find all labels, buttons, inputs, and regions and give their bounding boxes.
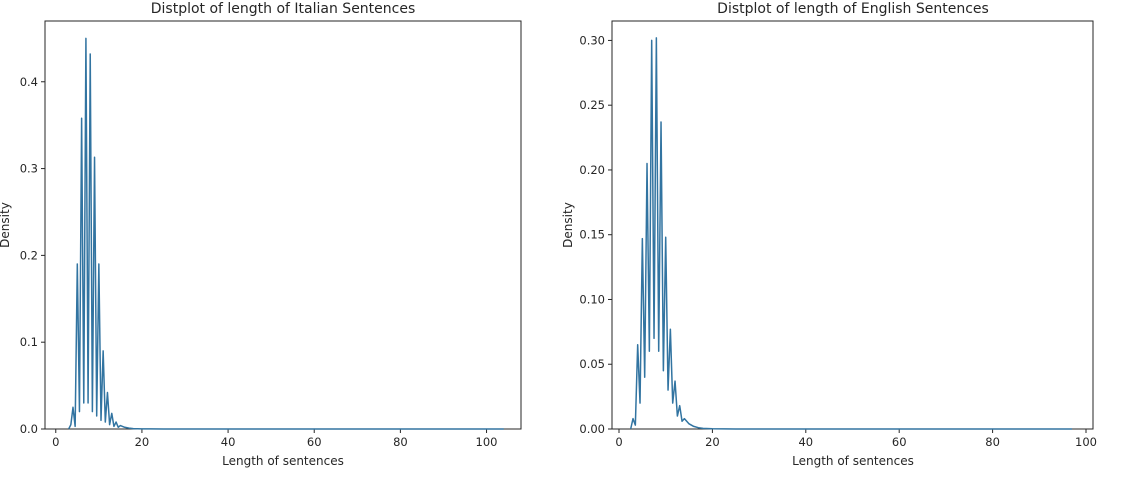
- tick-layer: [41, 81, 488, 433]
- y-tick-label: 0.10: [579, 292, 605, 306]
- y-tick-label: 0.3: [20, 162, 38, 176]
- y-axis-label: Density: [0, 202, 12, 248]
- x-tick-label: 100: [476, 435, 498, 449]
- english-distplot: Distplot of length of English Sentences …: [561, 1, 1097, 468]
- italian-distplot: Distplot of length of Italian Sentences …: [0, 1, 522, 468]
- x-tick-label: 0: [52, 435, 59, 449]
- y-tick-label: 0.0: [20, 422, 38, 436]
- y-tick-label: 0.30: [579, 33, 605, 47]
- x-tick-label: 100: [1075, 435, 1097, 449]
- density-line: [629, 37, 1072, 430]
- plot-frame: [611, 20, 1094, 430]
- y-tick-label: 0.00: [579, 422, 605, 436]
- y-tick-label: 0.1: [20, 335, 38, 349]
- x-tick-label: 20: [135, 435, 150, 449]
- chart-title: Distplot of length of Italian Sentences: [151, 1, 416, 17]
- tick-label-layer: 0 20 40 60 80 100 0.0 0.1 0.2 0.3 0.4: [20, 75, 498, 449]
- x-tick-label: 80: [393, 435, 408, 449]
- x-tick-label: 60: [892, 435, 907, 449]
- chart-title: Distplot of length of English Sentences: [717, 1, 989, 17]
- density-line: [68, 37, 504, 430]
- tick-label-layer: 0 20 40 60 80 100 0.00 0.05 0.10 0.15 0.20 0.25 0.30: [579, 33, 1097, 449]
- x-axis-label: Length of sentences: [792, 454, 914, 468]
- x-tick-label: 40: [798, 435, 813, 449]
- x-tick-label: 0: [615, 435, 622, 449]
- y-tick-label: 0.15: [579, 228, 605, 242]
- x-tick-label: 60: [307, 435, 322, 449]
- x-axis-label: Length of sentences: [222, 454, 344, 468]
- tick-layer: [608, 39, 1087, 433]
- x-tick-label: 20: [705, 435, 720, 449]
- x-tick-label: 80: [985, 435, 1000, 449]
- y-axis-label: Density: [561, 202, 575, 248]
- y-tick-label: 0.20: [579, 163, 605, 177]
- y-tick-label: 0.4: [20, 75, 38, 89]
- y-tick-label: 0.2: [20, 248, 38, 262]
- y-tick-label: 0.05: [579, 357, 605, 371]
- x-tick-label: 40: [221, 435, 236, 449]
- y-tick-label: 0.25: [579, 98, 605, 112]
- plot-frame: [44, 20, 522, 430]
